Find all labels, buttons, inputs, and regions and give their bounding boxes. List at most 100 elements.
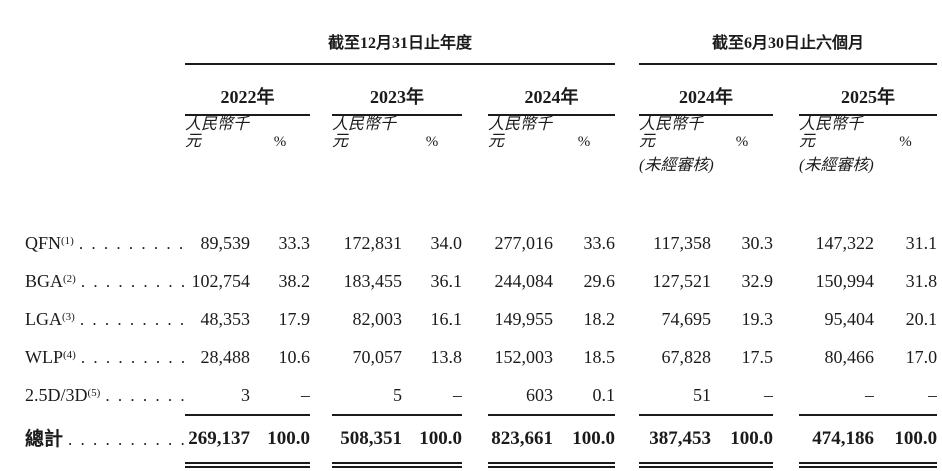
total-value-cell: 508,351 xyxy=(332,415,402,468)
unit-header: 人民幣千元 xyxy=(799,116,864,151)
row-label: WLP xyxy=(25,346,63,367)
table-row-wlp: WLP(4) 28,488 10.6 70,057 13.8 152,003 1… xyxy=(25,338,937,376)
percent-header: % xyxy=(273,134,287,151)
percent-cell: 19.3 xyxy=(741,308,774,329)
total-percent-cell: 100.0 xyxy=(711,415,774,468)
year-header-2024-interim: 2024年 xyxy=(639,64,774,116)
value-cell: 80,466 xyxy=(824,346,875,367)
total-percent-cell: 100.0 xyxy=(553,415,616,468)
value-cell: 147,322 xyxy=(815,232,875,253)
percent-cell: 20.1 xyxy=(905,308,938,329)
percent-header: % xyxy=(735,134,749,151)
percent-cell: 0.1 xyxy=(553,376,616,416)
percent-cell: – xyxy=(402,376,462,416)
value-cell: 89,539 xyxy=(200,232,251,253)
value-cell: 3 xyxy=(185,376,250,416)
year-header-row: 2022年 2023年 2024年 2024年 2025年 xyxy=(25,64,938,116)
percent-cell: 18.5 xyxy=(583,346,616,367)
row-label: 2.5D/3D xyxy=(25,385,88,406)
value-cell: 183,455 xyxy=(343,270,403,291)
total-value-cell: 823,661 xyxy=(488,415,553,468)
value-cell: – xyxy=(799,376,875,416)
percent-cell: 29.6 xyxy=(583,270,616,291)
value-cell: 51 xyxy=(639,376,712,416)
percent-header: % xyxy=(425,134,439,151)
value-cell: 82,003 xyxy=(352,308,403,329)
value-cell: 102,754 xyxy=(191,270,251,291)
revenue-by-package-type-table: 截至12月31日止年度 截至6月30日止六個月 2022年 2023年 2024… xyxy=(25,16,938,468)
percent-cell: 32.9 xyxy=(741,270,774,291)
value-cell: 603 xyxy=(488,376,553,416)
total-percent-cell: 100.0 xyxy=(874,415,938,468)
value-cell: 67,828 xyxy=(661,346,712,367)
unit-header-row: 人民幣千元 % 人民幣千元 % 人民幣千元 % 人民幣千元 % 人民幣千元 % xyxy=(25,115,937,153)
value-cell: 152,003 xyxy=(494,346,554,367)
total-value-cell: 474,186 xyxy=(799,415,875,468)
unaudited-note: (未經審核) xyxy=(799,157,874,174)
value-cell: 48,353 xyxy=(200,308,251,329)
unaudited-note: (未經審核) xyxy=(639,157,714,174)
percent-cell: 31.1 xyxy=(905,232,938,253)
total-value-cell: 269,137 xyxy=(185,415,250,468)
unit-header: 人民幣千元 xyxy=(639,116,704,151)
percent-cell: 30.3 xyxy=(741,232,774,253)
total-value-cell: 387,453 xyxy=(639,415,712,468)
percent-cell: – xyxy=(874,376,938,416)
percent-cell: 36.1 xyxy=(430,270,463,291)
total-percent-cell: 100.0 xyxy=(402,415,462,468)
percent-cell: 18.2 xyxy=(583,308,616,329)
value-cell: 28,488 xyxy=(200,346,251,367)
year-header-2024: 2024年 xyxy=(488,64,616,116)
percent-cell: 34.0 xyxy=(430,232,463,253)
year-header-2022: 2022年 xyxy=(185,64,310,116)
dot-leader xyxy=(75,310,185,329)
percent-cell: 10.6 xyxy=(278,346,311,367)
percent-cell: 13.8 xyxy=(430,346,463,367)
percent-cell: 17.9 xyxy=(278,308,311,329)
dot-leader xyxy=(76,348,185,367)
year-header-2025-interim: 2025年 xyxy=(799,64,938,116)
row-label: LGA xyxy=(25,308,62,329)
percent-cell: 31.8 xyxy=(905,270,938,291)
percent-cell: 17.0 xyxy=(905,346,938,367)
dot-leader xyxy=(100,386,185,405)
percent-cell: 33.6 xyxy=(583,232,616,253)
table-row-total: 總計 269,137 100.0 508,351 100.0 823,661 1… xyxy=(25,415,938,468)
group-title-annual: 截至12月31日止年度 xyxy=(185,16,616,65)
percent-header: % xyxy=(577,134,591,151)
unit-header: 人民幣千元 xyxy=(488,116,553,151)
percent-cell: 33.3 xyxy=(278,232,311,253)
value-cell: 74,695 xyxy=(661,308,712,329)
percent-cell: 38.2 xyxy=(278,270,311,291)
dot-leader xyxy=(74,234,185,253)
total-percent-cell: 100.0 xyxy=(250,415,310,468)
table-row-bga: BGA(2) 102,754 38.2 183,455 36.1 244,084… xyxy=(25,262,937,300)
row-label: QFN xyxy=(25,232,62,253)
value-cell: 244,084 xyxy=(494,270,554,291)
value-cell: 127,521 xyxy=(652,270,712,291)
spacer-row xyxy=(25,188,937,224)
period-group-header-row: 截至12月31日止年度 截至6月30日止六個月 xyxy=(25,16,938,65)
percent-header: % xyxy=(899,134,912,151)
dot-leader xyxy=(76,272,185,291)
table-row-lga: LGA(3) 48,353 17.9 82,003 16.1 149,955 1… xyxy=(25,300,937,338)
row-label: BGA xyxy=(25,270,64,291)
value-cell: 95,404 xyxy=(824,308,875,329)
value-cell: 172,831 xyxy=(343,232,403,253)
percent-cell: – xyxy=(711,376,774,416)
dot-leader xyxy=(63,430,185,450)
total-label: 總計 xyxy=(25,429,64,451)
percent-cell: 16.1 xyxy=(430,308,463,329)
unit-header: 人民幣千元 xyxy=(332,116,397,151)
group-title-interim: 截至6月30日止六個月 xyxy=(639,16,938,65)
unit-header: 人民幣千元 xyxy=(185,116,250,151)
table-row-25d3d: 2.5D/3D(5) 3 – 5 – 603 0.1 51 – – – xyxy=(25,376,938,416)
table-row-qfn: QFN(1) 89,539 33.3 172,831 34.0 277,016 … xyxy=(25,224,937,262)
value-cell: 5 xyxy=(332,376,402,416)
value-cell: 70,057 xyxy=(352,346,403,367)
value-cell: 117,358 xyxy=(653,232,712,253)
percent-cell: – xyxy=(250,376,310,416)
value-cell: 149,955 xyxy=(494,308,554,329)
value-cell: 150,994 xyxy=(815,270,875,291)
